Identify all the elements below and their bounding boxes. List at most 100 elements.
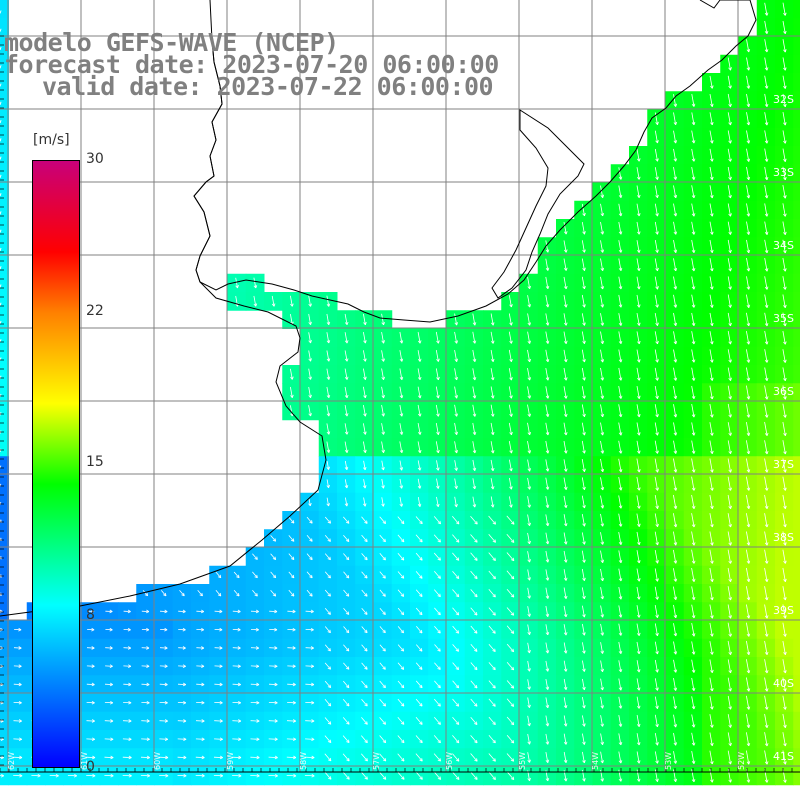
wind-arrow: [343, 534, 350, 542]
wind-arrow-head: [292, 520, 295, 524]
wind-arrow: [691, 623, 695, 637]
wind-arrow: [600, 240, 604, 253]
wind-arrow-head: [509, 450, 512, 454]
wind-arrow-head: [527, 450, 531, 454]
wind-arrow-head: [274, 538, 277, 542]
wind-arrow-head: [584, 559, 586, 563]
wind-arrow: [636, 568, 640, 582]
wind-arrow-head: [657, 560, 659, 564]
wind-arrow-head: [618, 268, 622, 272]
wind-arrow: [746, 130, 750, 144]
wind-speed-cell: [0, 328, 9, 348]
wind-arrow-head: [472, 504, 476, 508]
wind-arrow-head: [366, 520, 368, 524]
wind-arrow-head: [712, 505, 714, 509]
wind-arrow-head: [565, 504, 568, 508]
wind-arrow-head: [366, 629, 368, 633]
wind-arrow-head: [309, 521, 313, 524]
wind-arrow: [782, 112, 786, 126]
wind-arrow-head: [527, 541, 530, 545]
wind-arrow-head: [655, 506, 658, 509]
wind-arrow-head: [563, 432, 567, 436]
wind-arrow-head: [274, 574, 277, 578]
wind-arrow: [308, 313, 311, 325]
wind-arrow: [636, 531, 640, 545]
wind-arrow-head: [237, 647, 241, 650]
wind-arrow: [545, 422, 549, 436]
wind-arrow-head: [730, 578, 732, 582]
wind-arrow: [343, 553, 350, 561]
wind-arrow-head: [0, 156, 2, 160]
wind-speed-cell: [793, 200, 800, 220]
wind-arrow-head: [637, 304, 640, 308]
wind-arrow-head: [492, 322, 495, 326]
wind-arrow: [472, 349, 476, 362]
wind-arrow-head: [711, 414, 714, 418]
wind-arrow: [381, 404, 384, 417]
wind-arrow-head: [728, 177, 731, 181]
wind-arrow: [764, 20, 768, 34]
wind-arrow-head: [657, 121, 659, 125]
wind-arrow-head: [582, 432, 585, 436]
wind-arrow: [454, 386, 458, 399]
wind-arrow: [343, 571, 350, 579]
wind-arrow: [417, 423, 421, 435]
wind-arrow-head: [402, 538, 405, 542]
wind-arrow-head: [785, 505, 787, 509]
wind-arrow-head: [657, 194, 659, 198]
wind-arrow: [545, 295, 549, 308]
wind-arrow-head: [490, 468, 494, 472]
wind-arrow-head: [365, 449, 367, 453]
wind-arrow: [452, 589, 460, 598]
wind-arrow: [746, 258, 750, 272]
wind-arrow-head: [454, 504, 457, 508]
wind-arrow-head: [565, 577, 568, 581]
wind-arrow-head: [364, 594, 368, 597]
wind-arrow: [600, 422, 604, 436]
wind-speed-cell: [0, 419, 9, 439]
wind-arrow: [290, 368, 293, 380]
wind-arrow-head: [366, 575, 368, 579]
wind-arrow-head: [673, 304, 677, 308]
wind-arrow-head: [784, 85, 787, 89]
wind-arrow: [600, 550, 604, 563]
wind-speed-cell: [793, 255, 800, 275]
wind-arrow-head: [730, 140, 732, 144]
wind-arrow-head: [292, 593, 295, 597]
wind-arrow-head: [255, 285, 258, 289]
wind-arrow-head: [620, 286, 623, 290]
wind-arrow-head: [620, 541, 623, 545]
wind-arrow-head: [730, 542, 732, 546]
wind-arrow: [470, 515, 478, 525]
wind-arrow-head: [457, 630, 460, 634]
wind-arrow: [379, 607, 386, 615]
wind-arrow-head: [582, 505, 585, 509]
wind-speed-cell: [793, 18, 800, 37]
wind-arrow-head: [201, 646, 205, 649]
wind-arrow-head: [582, 614, 585, 618]
wind-arrow: [563, 295, 567, 308]
wind-arrow-head: [400, 631, 404, 634]
wind-arrow-head: [712, 542, 714, 546]
wind-arrow: [727, 312, 731, 326]
wind-arrow-head: [366, 611, 368, 615]
wind-arrow-head: [456, 431, 458, 435]
wind-arrow-head: [254, 576, 258, 579]
wind-arrow-head: [766, 524, 769, 528]
wind-arrow-head: [290, 376, 293, 380]
wind-arrow: [782, 549, 786, 564]
wind-arrow-head: [582, 541, 585, 545]
wind-arrow: [764, 604, 768, 619]
wind-arrow-head: [344, 485, 348, 489]
wind-arrow-head: [675, 121, 678, 125]
wind-arrow: [654, 531, 658, 546]
wind-arrow-head: [748, 359, 751, 363]
wind-arrow-head: [381, 503, 384, 507]
wind-arrow: [397, 552, 405, 561]
wind-arrow-head: [764, 597, 768, 601]
wind-arrow: [709, 349, 713, 363]
wind-arrow-head: [91, 611, 95, 614]
wind-arrow-head: [620, 559, 623, 564]
wind-arrow: [654, 458, 658, 473]
wind-arrow-head: [655, 122, 658, 126]
